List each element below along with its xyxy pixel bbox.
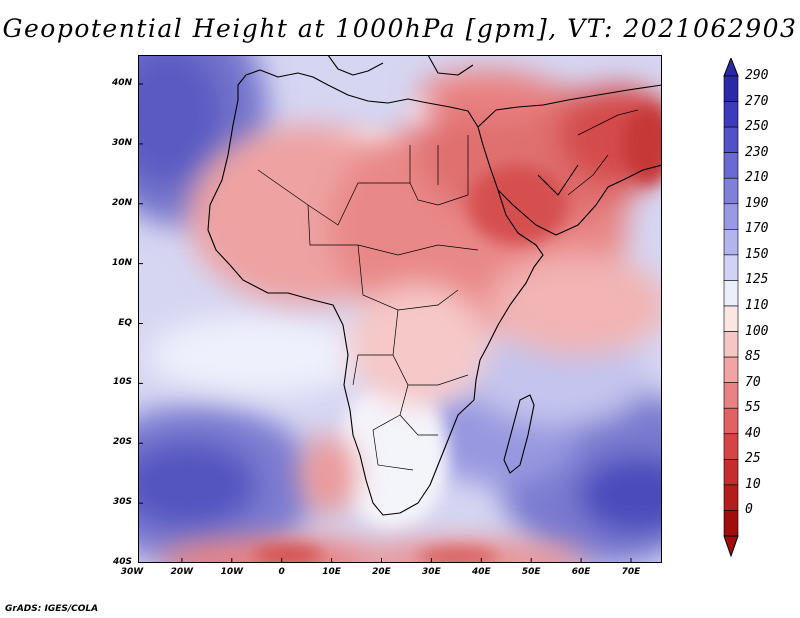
lon-label: 40E: [471, 567, 491, 577]
colorbar-swatch: [723, 254, 739, 281]
lat-label: EQ: [118, 317, 132, 328]
lat-label: 10S: [112, 377, 132, 388]
colorbar-swatch: [723, 510, 739, 537]
low-pressure-cores: [253, 105, 662, 563]
colorbar-label: 0: [745, 502, 753, 518]
borders: [257, 109, 639, 471]
colorbar-label: 110: [745, 298, 769, 313]
lat-label: 20N: [111, 197, 132, 208]
colorbar-swatch: [723, 126, 739, 153]
colorbar-swatch: [723, 152, 739, 179]
colorbar-label: 55: [745, 400, 761, 416]
colorbar-label: 10: [745, 476, 761, 492]
tick-marks: [138, 83, 632, 563]
colorbar-swatch: [723, 177, 739, 205]
lon-label: 10E: [322, 567, 341, 577]
colorbar-label: 40: [745, 425, 761, 441]
colorbar-label: 150: [745, 246, 769, 262]
lat-label: 40S: [112, 557, 132, 567]
lat-label: 40N: [111, 78, 132, 88]
lon-label: 50E: [521, 567, 541, 577]
colorbar-label: 70: [745, 374, 761, 390]
credit-text: GrADS: IGES/COLA: [5, 604, 99, 614]
colorbar-swatch: [723, 305, 739, 332]
colorbar-label: 190: [745, 195, 769, 211]
colorbar-swatch: [723, 433, 739, 460]
colorbar-swatch: [723, 203, 739, 230]
lon-label: 10W: [220, 567, 244, 577]
map-title: Geopotential Height at 1000hPa [gpm], VT…: [2, 14, 798, 43]
coastlines: [207, 55, 662, 516]
lon-label: 20W: [170, 567, 194, 577]
lon-label: 70E: [621, 567, 641, 577]
colorbar-label: 170: [745, 221, 769, 237]
lat-label: 10N: [111, 257, 132, 268]
colorbar-label: 210: [745, 170, 769, 186]
colorbar-swatch: [723, 459, 739, 486]
colorbar-swatch: [723, 229, 739, 256]
map-panel: [138, 55, 662, 563]
colorbar-swatch: [723, 484, 739, 511]
colorbar-swatch: [723, 280, 739, 307]
lon-label: 20E: [372, 567, 391, 577]
colorbar-swatch: [723, 407, 739, 435]
colorbar-swatch: [723, 356, 739, 383]
colorbar-label: 270: [745, 93, 769, 109]
colorbar-swatch: [723, 75, 739, 102]
colorbar-label: 230: [745, 144, 769, 160]
colorbar-top-arrow: [723, 58, 739, 77]
lon-label: 0: [278, 567, 285, 577]
colorbar-bottom-arrow: [723, 535, 739, 558]
geopotential-map: [138, 55, 662, 563]
colorbar-label: 100: [745, 323, 769, 339]
map-frame: [138, 55, 662, 563]
colorbar-label: 250: [745, 119, 769, 135]
colorbar-swatch: [723, 331, 739, 358]
lon-label: 30E: [422, 567, 441, 577]
colorbar-swatch: [723, 382, 739, 409]
lon-label: 30W: [120, 567, 144, 577]
colorbar-label: 25: [745, 451, 761, 467]
lon-label: 60E: [571, 567, 591, 577]
lat-label: 20S: [112, 437, 132, 448]
colorbar-label: 290: [745, 68, 769, 83]
colorbar-label: 85: [745, 349, 761, 365]
lat-label: 30N: [111, 137, 132, 148]
colorbar-label: 125: [745, 272, 769, 288]
colorbar: [723, 58, 739, 558]
lat-label: 30S: [112, 497, 132, 508]
colorbar-swatch: [723, 101, 739, 128]
